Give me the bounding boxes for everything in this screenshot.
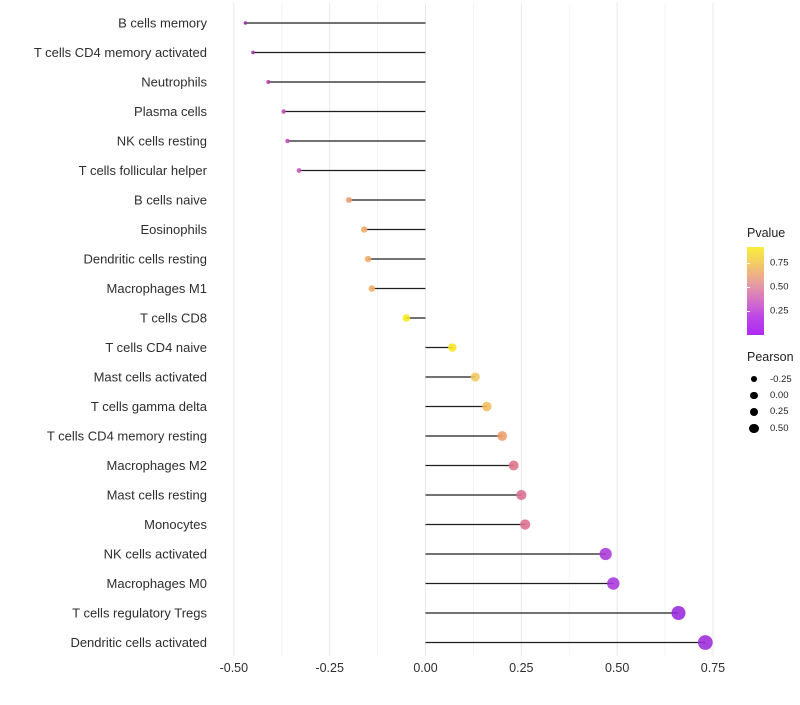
lollipop-point: [519, 519, 531, 530]
lollipop-point: [402, 314, 411, 322]
x-axis-tick-label: -0.25: [315, 661, 344, 675]
y-axis-label: T cells CD8: [140, 311, 207, 326]
pvalue-legend: Pvalue 0.75 0.50 0.25: [747, 226, 789, 335]
colorbar-tick-label: 0.75: [770, 257, 789, 269]
lollipop-point: [671, 605, 686, 621]
y-axis-label: Mast cells activated: [94, 370, 207, 385]
x-axis-tick-label: 0.25: [509, 661, 533, 675]
lollipop-point: [251, 50, 255, 55]
lollipop-point: [697, 635, 713, 650]
pearson-size-dot: [749, 407, 759, 417]
colorbar-tick-label: 0.50: [770, 281, 789, 293]
colorbar-tick: [747, 287, 750, 288]
y-axis-label: T cells gamma delta: [91, 399, 208, 414]
pvalue-legend-title: Pvalue: [747, 226, 786, 240]
y-axis-label: Eosinophils: [141, 222, 208, 237]
lollipop-point: [296, 168, 302, 173]
pearson-dot-cell: [747, 407, 761, 417]
lollipop-point: [243, 21, 248, 25]
y-axis-label: NK cells activated: [104, 547, 207, 562]
y-axis-label: Dendritic cells activated: [70, 635, 207, 650]
lollipop-point: [266, 79, 271, 85]
colorbar-tick: [747, 263, 750, 264]
x-axis-tick-label: 0.00: [413, 661, 437, 675]
y-axis-label: B cells naive: [134, 193, 207, 208]
y-axis-label: Neutrophils: [141, 75, 207, 90]
pearson-size-label: 0.50: [770, 422, 789, 434]
pearson-size-dot: [750, 391, 758, 400]
lollipop-point: [497, 431, 508, 441]
lollipop-point: [607, 577, 620, 590]
lollipop-point: [364, 255, 372, 263]
pearson-legend-item: 0.25: [747, 404, 794, 420]
y-axis-label: NK cells resting: [117, 134, 207, 149]
lollipop-point: [368, 285, 376, 292]
pearson-size-label: 0.00: [770, 390, 789, 402]
pvalue-colorbar-wrap: 0.75 0.50 0.25: [747, 247, 789, 335]
pearson-legend-item: 0.00: [747, 387, 794, 403]
pearson-size-label: 0.25: [770, 406, 789, 418]
y-axis-label: Mast cells resting: [107, 488, 207, 503]
y-axis-label: T cells regulatory Tregs: [72, 606, 207, 621]
pearson-size-dot: [751, 376, 757, 383]
y-axis-label: B cells memory: [118, 16, 207, 31]
x-axis-tick-label: -0.50: [220, 661, 249, 675]
x-axis-tick-label: 0.50: [605, 661, 629, 675]
y-axis-label: Macrophages M1: [107, 281, 207, 296]
pearson-legend-title: Pearson: [747, 350, 794, 364]
y-axis-label: Plasma cells: [134, 104, 207, 119]
pearson-legend-item: 0.50: [747, 420, 794, 436]
lollipop-point: [470, 372, 480, 382]
y-axis-label: Macrophages M0: [107, 576, 207, 591]
y-axis-label: T cells CD4 naive: [105, 340, 207, 355]
lollipop-point: [285, 138, 290, 144]
lollipop-point: [516, 489, 527, 501]
lollipop-point: [360, 226, 368, 233]
pearson-dot-cell: [747, 376, 761, 383]
pvalue-colorbar: [747, 247, 764, 335]
lollipop-point: [345, 196, 352, 204]
pearson-size-label: -0.25: [770, 373, 792, 385]
y-axis-label: Macrophages M2: [107, 458, 207, 473]
x-axis-tick-label: 0.75: [701, 661, 725, 675]
lollipop-point: [508, 460, 519, 471]
pearson-size-dot: [749, 423, 759, 434]
lollipop-point: [482, 401, 492, 412]
colorbar-tick-label: 0.25: [770, 305, 789, 317]
y-axis-label: Dendritic cells resting: [83, 252, 207, 267]
colorbar-tick: [747, 311, 750, 312]
pearson-dot-cell: [747, 423, 761, 434]
lollipop-point: [448, 343, 457, 352]
pearson-legend: Pearson -0.25 0.00 0.25 0.50: [747, 350, 794, 437]
pearson-legend-item: -0.25: [747, 371, 794, 387]
pearson-dot-cell: [747, 391, 761, 400]
y-axis-label: T cells follicular helper: [79, 163, 208, 178]
y-axis-label: Monocytes: [144, 517, 207, 532]
lollipop-point: [281, 109, 286, 114]
lollipop-point: [599, 547, 612, 561]
y-axis-label: T cells CD4 memory activated: [34, 45, 207, 60]
y-axis-label: T cells CD4 memory resting: [47, 429, 207, 444]
pearson-legend-items: -0.25 0.00 0.25 0.50: [747, 371, 794, 437]
